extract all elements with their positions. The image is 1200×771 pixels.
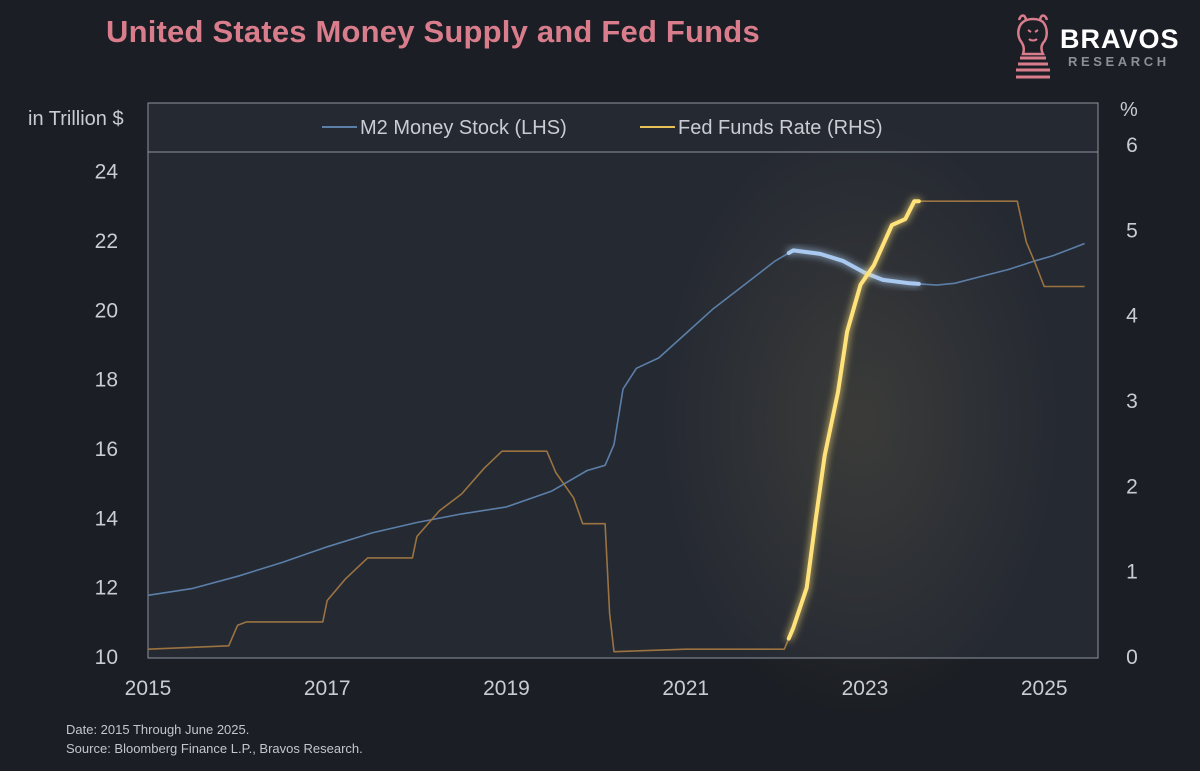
right-tick-label: 6: [1126, 134, 1138, 157]
left-tick-label: 12: [95, 577, 118, 600]
x-tick-label: 2021: [662, 677, 709, 700]
brand-name: BRAVOS: [1060, 24, 1180, 54]
left-tick-label: 22: [95, 230, 118, 253]
x-tick-label: 2017: [304, 677, 351, 700]
m2-highlight-segment: [786, 248, 921, 286]
brand-logo: BRAVOS RESEARCH: [1010, 12, 1190, 87]
left-tick-label: 10: [95, 646, 118, 669]
right-axis-title: %: [1120, 99, 1138, 121]
source-note: Source: Bloomberg Finance L.P., Bravos R…: [66, 741, 363, 756]
highlight-halo: [660, 120, 1060, 720]
legend-label-m2: M2 Money Stock (LHS): [360, 117, 567, 139]
left-tick-label: 16: [95, 438, 118, 461]
date-note: Date: 2015 Through June 2025.: [66, 722, 250, 737]
left-tick-label: 14: [95, 507, 119, 530]
x-tick-label: 2023: [842, 677, 889, 700]
left-tick-label: 20: [95, 299, 118, 322]
right-tick-label: 3: [1126, 390, 1138, 413]
m2-money-stock-line: [147, 242, 1085, 597]
right-tick-label: 4: [1126, 305, 1138, 328]
x-tick-label: 2015: [125, 677, 172, 700]
left-tick-label: 24: [95, 161, 119, 184]
x-tick-label: 2019: [483, 677, 530, 700]
legend-label-fed: Fed Funds Rate (RHS): [678, 117, 883, 139]
bull-chess-knight-icon: [1016, 14, 1050, 79]
legend: M2 Money Stock (LHS) Fed Funds Rate (RHS…: [322, 117, 883, 139]
right-tick-label: 5: [1126, 219, 1138, 242]
right-tick-label: 2: [1126, 475, 1138, 498]
right-tick-label: 0: [1126, 646, 1138, 669]
brand-subtitle: RESEARCH: [1068, 54, 1170, 69]
fed-funds-highlight-segment: [786, 199, 921, 641]
x-tick-label: 2025: [1021, 677, 1068, 700]
left-tick-label: 18: [95, 369, 118, 392]
page-title: United States Money Supply and Fed Funds: [106, 14, 760, 49]
left-axis-title: in Trillion $: [28, 108, 124, 130]
right-tick-label: 1: [1126, 561, 1138, 584]
